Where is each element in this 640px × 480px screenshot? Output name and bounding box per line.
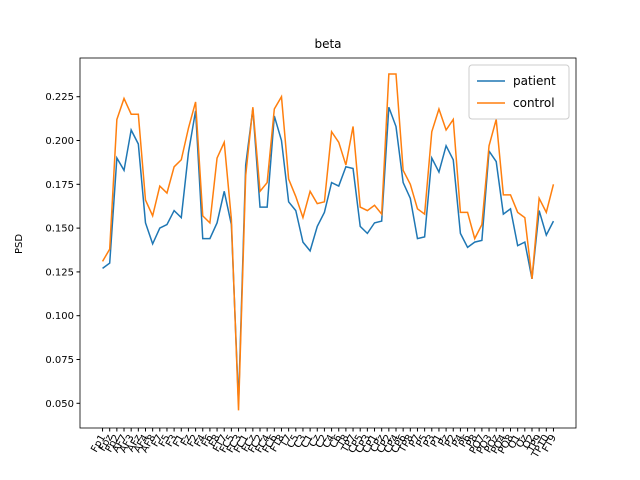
x-tick-label: P5 [414, 433, 430, 449]
plot-frame [79, 57, 577, 429]
x-tick-label: F3 [164, 433, 180, 449]
series-line [101, 73, 555, 411]
x-tick-label: F2 [186, 433, 202, 449]
y-tick-label: 0.200 [45, 136, 74, 147]
x-tick-label: F4 [193, 433, 209, 449]
x-tick-label: P2 [443, 433, 459, 449]
x-tick-label: F8 [207, 433, 223, 449]
legend-label: control [513, 96, 555, 110]
x-tick-label: P7 [407, 433, 423, 449]
x-tick-label: F1 [171, 433, 187, 449]
x-tick-label: Cz [307, 433, 323, 449]
y-tick-label: 0.050 [45, 399, 74, 410]
x-tick-label: F6 [200, 433, 216, 449]
x-tick-label: P8 [465, 433, 481, 449]
y-tick-label: 0.150 [45, 224, 74, 235]
x-tick-label: Pz [437, 433, 452, 448]
x-tick-label: P3 [422, 433, 438, 449]
chart-title: beta [314, 37, 341, 51]
y-axis-label: PSD [14, 234, 25, 254]
y-tick-label: 0.100 [45, 311, 74, 322]
legend-box [468, 64, 570, 120]
y-tick-label: 0.075 [45, 355, 74, 366]
y-tick-label: 0.225 [45, 92, 74, 103]
y-tick-label: 0.175 [45, 180, 74, 191]
x-tick-label: P1 [429, 433, 445, 449]
x-tick-label: F5 [157, 433, 173, 449]
x-tick-label: Fz [179, 433, 194, 448]
x-tick-label: P4 [450, 433, 466, 449]
x-tick-label: P6 [457, 433, 473, 449]
y-tick-label: 0.125 [45, 267, 74, 278]
x-tick-label: F7 [150, 433, 166, 449]
series-line [102, 106, 555, 404]
legend-label: patient [513, 74, 556, 88]
